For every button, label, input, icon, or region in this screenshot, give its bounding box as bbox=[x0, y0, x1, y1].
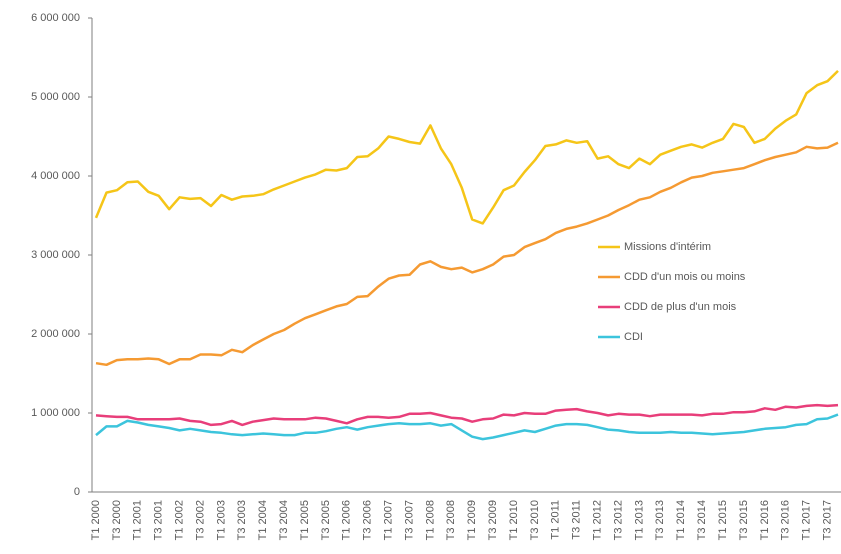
x-tick-label: T3 2011 bbox=[571, 500, 583, 540]
x-tick-label: T3 2016 bbox=[780, 500, 792, 540]
x-tick-label: T3 2007 bbox=[403, 500, 415, 540]
series-line bbox=[95, 141, 839, 367]
x-tick-label: T3 2008 bbox=[445, 500, 457, 540]
x-tick-label: T1 2016 bbox=[759, 500, 771, 540]
series-line bbox=[95, 403, 839, 427]
x-tick-label: T3 2003 bbox=[236, 500, 248, 540]
x-tick-label: T3 2010 bbox=[529, 500, 541, 540]
x-tick-label: T1 2008 bbox=[424, 500, 436, 540]
x-tick-label: T3 2012 bbox=[612, 500, 624, 540]
x-tick-label: T3 2006 bbox=[362, 500, 374, 540]
y-tick-label: 4 000 000 bbox=[31, 170, 80, 182]
x-tick-label: T1 2002 bbox=[174, 500, 186, 540]
x-tick-label: T3 2009 bbox=[487, 500, 499, 540]
x-tick-label: T1 2004 bbox=[257, 500, 269, 540]
y-tick-label: 0 bbox=[74, 486, 80, 498]
x-tick-label: T1 2012 bbox=[592, 500, 604, 540]
x-tick-label: T1 2014 bbox=[675, 500, 687, 540]
y-tick-label: 1 000 000 bbox=[31, 407, 80, 419]
x-tick-label: T3 2017 bbox=[821, 500, 833, 540]
y-tick-label: 5 000 000 bbox=[31, 91, 80, 103]
legend-label: CDD de plus d'un mois bbox=[624, 301, 737, 313]
x-tick-label: T1 2010 bbox=[508, 500, 520, 540]
x-tick-label: T1 2005 bbox=[299, 500, 311, 540]
x-tick-label: T3 2004 bbox=[278, 500, 290, 540]
x-tick-label: T1 2003 bbox=[215, 500, 227, 540]
y-tick-label: 3 000 000 bbox=[31, 249, 80, 261]
x-tick-label: T1 2015 bbox=[717, 500, 729, 540]
series-line bbox=[94, 70, 839, 225]
x-tick-label: T1 2017 bbox=[801, 500, 813, 540]
legend-label: CDI bbox=[624, 331, 643, 343]
y-tick-label: 2 000 000 bbox=[31, 328, 80, 340]
x-tick-label: T1 2006 bbox=[341, 500, 353, 540]
legend-label: Missions d'intérim bbox=[624, 241, 711, 253]
x-tick-label: T3 2000 bbox=[111, 500, 123, 540]
x-tick-label: T1 2009 bbox=[466, 500, 478, 540]
series-line bbox=[95, 413, 839, 441]
y-tick-label: 6 000 000 bbox=[31, 12, 80, 24]
x-tick-label: T1 2000 bbox=[90, 500, 102, 540]
x-tick-label: T1 2013 bbox=[633, 500, 645, 540]
x-tick-label: T3 2015 bbox=[738, 500, 750, 540]
x-tick-label: T1 2007 bbox=[383, 500, 395, 540]
legend-label: CDD d'un mois ou moins bbox=[624, 271, 746, 283]
x-tick-label: T1 2001 bbox=[132, 500, 144, 540]
x-tick-label: T3 2002 bbox=[194, 500, 206, 540]
x-tick-label: T3 2001 bbox=[153, 500, 165, 540]
x-tick-label: T1 2011 bbox=[550, 500, 562, 540]
x-tick-label: T3 2014 bbox=[696, 500, 708, 540]
x-tick-label: T3 2013 bbox=[654, 500, 666, 540]
x-tick-label: T3 2005 bbox=[320, 500, 332, 540]
